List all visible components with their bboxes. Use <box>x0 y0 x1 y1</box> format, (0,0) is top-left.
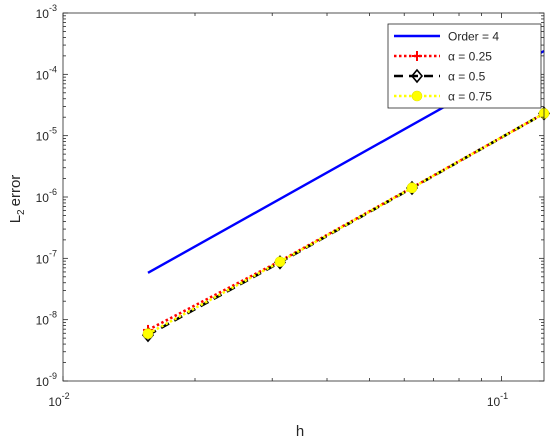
series-4-marker <box>142 328 154 340</box>
y-tick-label: 10-4 <box>36 64 57 82</box>
y-tick-base: 10 <box>36 68 50 82</box>
legend-marker <box>410 68 424 84</box>
legend-entry: α = 0.75 <box>394 90 492 104</box>
x-tick-base: 10 <box>48 395 62 409</box>
x-tick-base: 10 <box>487 395 501 409</box>
y-axis-label-subscript: 2 <box>16 209 27 215</box>
x-tick-label: 10-1 <box>487 391 508 409</box>
axes-box <box>62 12 545 382</box>
legend-label: Order = 4 <box>448 30 499 44</box>
series-layer <box>141 49 550 343</box>
y-axis-label-text: error <box>7 175 24 207</box>
y-tick-label: 10-9 <box>36 371 57 389</box>
x-axis-label: h <box>296 423 304 440</box>
legend-marker <box>412 51 422 61</box>
legend-entry: α = 0.5 <box>394 68 486 84</box>
x-tick-exponent: -2 <box>62 391 70 401</box>
y-tick-base: 10 <box>36 375 50 389</box>
y-tick-exponent: -7 <box>49 248 57 258</box>
series-4-line <box>147 112 545 335</box>
y-tick-exponent: -5 <box>49 126 57 136</box>
legend-label: α = 0.25 <box>448 50 492 64</box>
ticks-layer: 10-910-810-710-610-510-410-310-2 10-1 <box>36 3 544 409</box>
y-tick-exponent: -4 <box>49 64 57 74</box>
y-tick-label: 10-7 <box>36 248 57 266</box>
y-tick-label: 10-6 <box>36 187 57 205</box>
y-tick-exponent: -9 <box>49 371 57 381</box>
y-tick-label: 10-3 <box>36 3 57 21</box>
y-tick-label: 10-8 <box>36 310 57 328</box>
series-4-marker <box>274 256 286 268</box>
y-tick-exponent: -8 <box>49 310 57 320</box>
y-tick-base: 10 <box>36 191 50 205</box>
y-axis-label: L2 error <box>7 175 27 224</box>
x-tick-exponent: -1 <box>500 391 508 401</box>
y-tick-exponent: -3 <box>49 3 57 13</box>
legend-entry: α = 0.25 <box>394 50 492 64</box>
series-4-marker <box>406 182 418 194</box>
y-tick-label: 10-5 <box>36 126 57 144</box>
x-tick-label: 10-2 <box>48 391 69 409</box>
y-tick-base: 10 <box>36 130 50 144</box>
y-tick-base: 10 <box>36 252 50 266</box>
legend-marker <box>411 90 423 102</box>
y-tick-exponent: -6 <box>49 187 57 197</box>
legend: Order = 4 α = 0.25 α = 0.5 α = 0.75 <box>387 23 542 109</box>
y-tick-base: 10 <box>36 7 50 21</box>
y-tick-base: 10 <box>36 314 50 328</box>
legend-label: α = 0.75 <box>448 90 492 104</box>
legend-entry: Order = 4 <box>394 30 499 44</box>
legend-label: α = 0.5 <box>448 70 486 84</box>
y-axis-label-symbol: L <box>7 215 24 223</box>
